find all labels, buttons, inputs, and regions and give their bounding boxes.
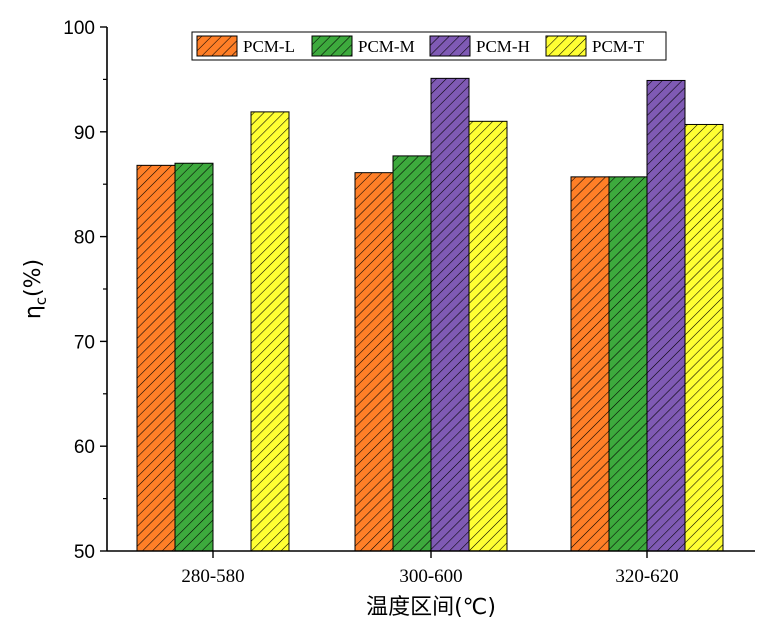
legend-label-pcm-h: PCM-H <box>476 37 530 56</box>
legend-label-pcm-t: PCM-T <box>592 37 645 56</box>
legend-frame <box>191 31 667 61</box>
y-tick-label: 60 <box>74 437 95 458</box>
x-tick-label: 280-580 <box>181 566 244 587</box>
y-axis-title: ηc(%) <box>21 259 50 319</box>
legend-swatch-pcm-l <box>196 35 238 57</box>
legend-label-pcm-m: PCM-M <box>358 37 415 56</box>
y-tick-label: 90 <box>74 123 95 144</box>
bar-pcm-t-320-620 <box>684 123 724 552</box>
bar-pcm-l-300-600 <box>354 172 394 552</box>
y-axis-title-main: η <box>21 305 46 319</box>
y-tick-label: 50 <box>74 542 95 563</box>
bar-pcm-h-320-620 <box>646 79 686 552</box>
x-ticks-group: 280-580 300-600 320-620 <box>181 551 679 587</box>
legend-swatch-pcm-t <box>545 35 587 57</box>
y-axis-title-suffix: (%) <box>21 259 46 297</box>
legend-label-pcm-l: PCM-L <box>243 37 295 56</box>
bar-pcm-m-280-580 <box>174 162 214 552</box>
legend-swatch-pcm-h <box>429 35 471 57</box>
y-ticks-group: 50 60 70 80 90 100 <box>63 18 107 563</box>
bar-pcm-h-300-600 <box>430 77 470 552</box>
y-tick-label: 70 <box>74 332 95 353</box>
x-axis-title: 温度区间(℃) <box>366 595 496 620</box>
bar-pcm-m-300-600 <box>392 155 432 552</box>
x-tick-label: 320-620 <box>615 566 678 587</box>
y-tick-label: 100 <box>63 18 95 39</box>
bar-pcm-l-320-620 <box>570 176 610 552</box>
y-axis-title-sub: c <box>32 297 50 305</box>
y-tick-label: 80 <box>74 228 95 249</box>
bars-group <box>136 77 724 552</box>
legend-swatch-pcm-m <box>311 35 353 57</box>
bar-pcm-l-280-580 <box>136 164 176 552</box>
bar-pcm-m-320-620 <box>608 176 648 552</box>
bar-pcm-t-280-580 <box>250 111 290 552</box>
legend: PCM-L PCM-M PCM-H PCM-T <box>191 31 667 61</box>
bar-pcm-t-300-600 <box>468 120 508 552</box>
x-tick-label: 300-600 <box>399 566 462 587</box>
